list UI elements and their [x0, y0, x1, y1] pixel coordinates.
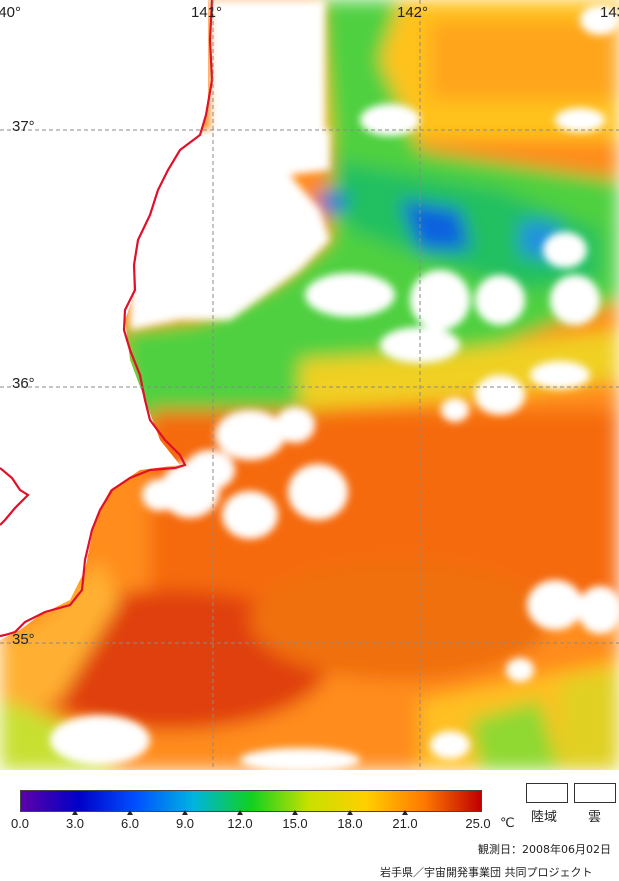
lon-label-142: 142° [397, 4, 429, 21]
sea-surface-temperature-map [0, 0, 619, 770]
scale-tickmark [402, 810, 408, 815]
land-peninsula [0, 470, 20, 520]
lat-label-37: 37° [12, 118, 35, 135]
cloud-key-label: 雲 [588, 810, 602, 825]
lon-label-141: 141° [191, 4, 223, 21]
observation-date: 観測日：2008年06月02日 [478, 843, 611, 856]
land-honshu [0, 0, 208, 640]
scale-tickmark [347, 810, 353, 815]
lat-label-36: 36° [12, 375, 35, 392]
scale-tickmark [127, 810, 133, 815]
scale-tickmark [72, 810, 78, 815]
scale-label: 25.0 [465, 816, 491, 831]
temperature-color-scale [20, 790, 482, 812]
scale-label: 15.0 [282, 816, 308, 831]
cloud-mask [50, 0, 619, 770]
coastline-peninsula [0, 467, 30, 526]
scale-label: 3.0 [65, 816, 85, 831]
cloud-key-swatch [574, 783, 616, 803]
scale-label: 12.0 [227, 816, 253, 831]
scale-label: 0.0 [10, 816, 30, 831]
scale-label: 9.0 [175, 816, 195, 831]
scale-label: 21.0 [392, 816, 418, 831]
scale-tickmark [292, 810, 298, 815]
credit-line: 岩手県／宇宙開発事業団 共同プロジェクト [380, 866, 593, 879]
lon-label-140: 140° [0, 4, 22, 21]
land-key-swatch [526, 783, 568, 803]
graticule [0, 0, 619, 770]
unit-label: ℃ [500, 816, 515, 831]
scale-label: 18.0 [337, 816, 363, 831]
coastline [0, 0, 214, 638]
lat-label-35: 35° [12, 631, 35, 648]
scale-tickmark [237, 810, 243, 815]
land-key-label: 陸域 [531, 810, 558, 825]
lon-label-143: 143° [600, 4, 619, 21]
scale-tickmark [182, 810, 188, 815]
scale-label: 6.0 [120, 816, 140, 831]
